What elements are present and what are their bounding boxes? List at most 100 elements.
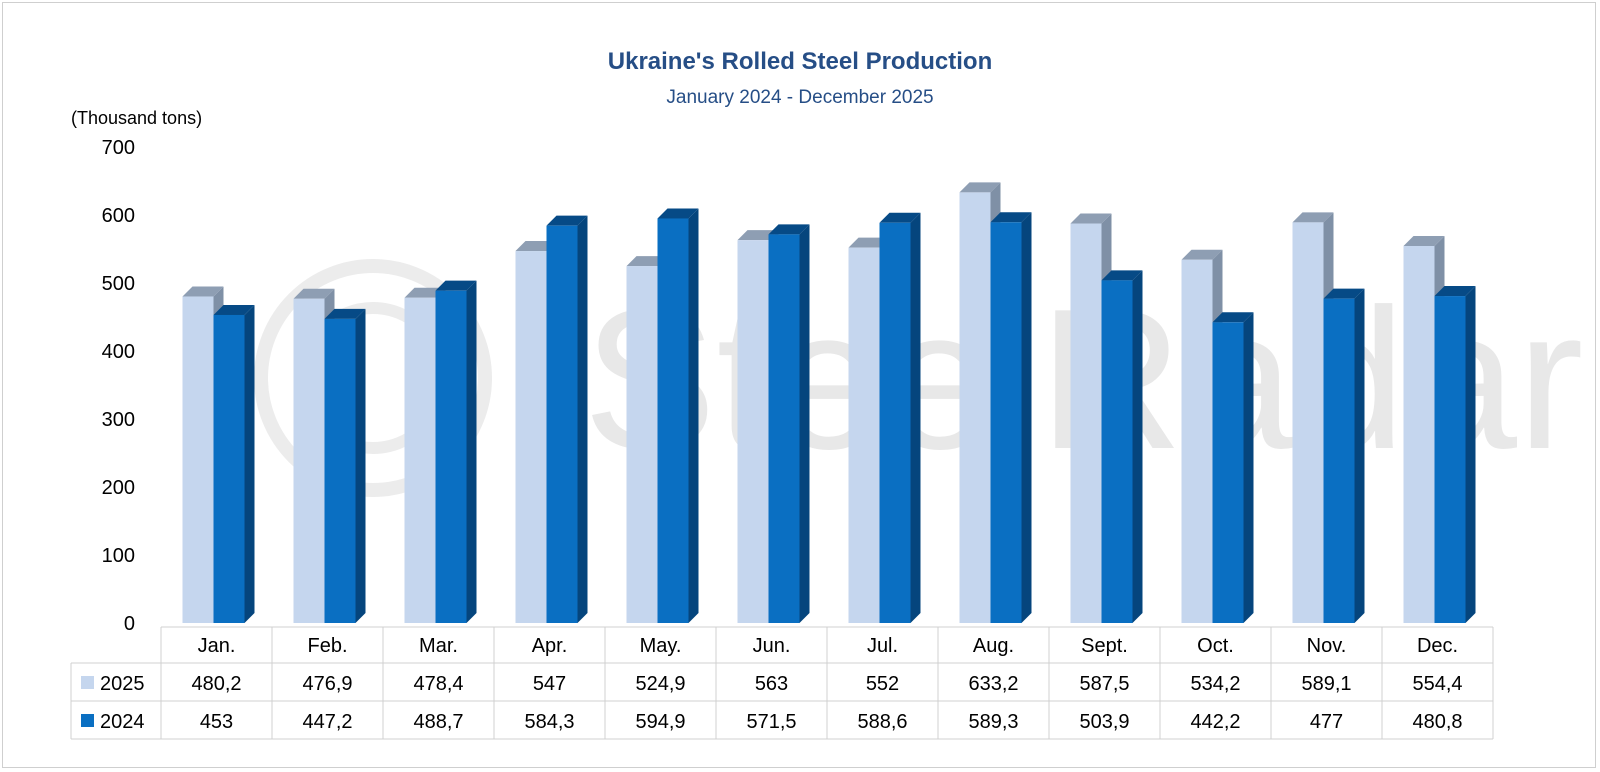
bar-front [990,222,1022,623]
legend-label-2025: 2025 [100,673,145,695]
y-axis-label: (Thousand tons) [71,108,202,128]
bar-2024-11 [1434,286,1476,623]
bar-2024-0 [213,304,255,623]
bar-front [848,247,880,623]
bar-top [182,286,224,297]
y-tick-label: 200 [102,477,135,499]
bar-front [1070,223,1102,623]
bar-top [1323,288,1365,299]
bar-front [546,225,578,623]
bar-front [1434,296,1466,623]
bar-top [435,280,477,291]
data-label: 476,9 [302,673,352,695]
data-label: 547 [533,673,566,695]
data-label: 477 [1310,711,1343,733]
bar-top [1070,213,1112,224]
bar-front [1101,280,1133,623]
x-category-label: Feb. [307,635,347,657]
bar-top [213,304,255,315]
bar-front [213,314,245,623]
bar-side [1132,270,1143,623]
bar-side [355,308,366,623]
data-label: 503,9 [1079,711,1129,733]
bar-side [1243,312,1254,623]
data-label: 488,7 [413,711,463,733]
data-label: 524,9 [635,673,685,695]
bar-front [435,290,467,623]
bar-2024-4 [657,208,699,623]
data-label: 534,2 [1190,673,1240,695]
bar-front [626,266,658,623]
data-label: 594,9 [635,711,685,733]
bar-side [577,215,588,623]
bar-top [848,237,890,248]
bar-top [879,212,921,223]
x-category-label: Mar. [419,635,458,657]
data-label: 633,2 [968,673,1018,695]
bar-2024-8 [1101,270,1143,623]
data-label: 442,2 [1190,711,1240,733]
data-label: 552 [866,673,899,695]
legend-swatch-2025 [81,676,94,689]
chart-svg: SteelRadar Ukraine's Rolled Steel Produc… [70,48,1584,740]
bar-top [737,230,779,241]
bar-front [1323,298,1355,623]
bar-top [1292,212,1334,223]
bar-side [466,280,477,623]
bar-side [910,212,921,623]
data-table: Jan. Feb. Mar. Apr. May. Jun. Jul. Aug. Sept. Oct… [70,626,1494,740]
data-label: 589,3 [968,711,1018,733]
bar-top [959,182,1001,193]
bar-front [1181,259,1213,623]
bar-top [990,212,1032,223]
bar-side [1021,212,1032,623]
x-category-label: Apr. [532,635,568,657]
bar-side [799,224,810,623]
bar-top [1403,236,1445,247]
data-label: 447,2 [302,711,352,733]
bar-2024-10 [1323,288,1365,623]
y-tick-label: 700 [102,137,135,159]
legend-swatch-2024 [81,714,94,727]
bar-2024-5 [768,224,810,623]
data-label: 480,8 [1412,711,1462,733]
data-label: 588,6 [857,711,907,733]
chart-subtitle: January 2024 - December 2025 [666,87,933,108]
bar-2024-1 [324,308,366,623]
x-category-label: Oct. [1197,635,1234,657]
bar-top [1181,249,1223,260]
x-category-label: Jan. [198,635,236,657]
data-label: 478,4 [413,673,463,695]
bar-front [1403,246,1435,623]
bar-2024-6 [879,212,921,623]
bar-front [404,297,436,623]
bar-side [688,208,699,623]
bar-front [293,298,325,623]
x-category-label: Aug. [973,635,1014,657]
bar-side [1354,288,1365,623]
bar-front [768,234,800,623]
bars [182,182,1476,624]
bar-front [1212,322,1244,623]
y-axis-ticks: 0 100 200 300 400 500 600 700 [102,137,135,635]
bar-front [324,318,356,623]
x-category-label: Nov. [1307,635,1347,657]
bar-front [737,240,769,623]
bar-top [404,287,446,298]
bar-top [626,256,668,267]
bar-top [657,208,699,219]
x-category-label: Dec. [1417,635,1458,657]
bar-top [293,288,335,299]
bar-side [244,304,255,623]
data-label: 584,3 [524,711,574,733]
y-tick-label: 600 [102,205,135,227]
bar-front [879,222,911,623]
data-label: 589,1 [1301,673,1351,695]
bar-top [1212,312,1254,323]
bar-top [768,224,810,235]
bar-front [959,192,991,623]
y-tick-label: 300 [102,409,135,431]
bar-front [182,296,214,623]
bar-front [657,218,689,623]
bar-2024-7 [990,212,1032,623]
